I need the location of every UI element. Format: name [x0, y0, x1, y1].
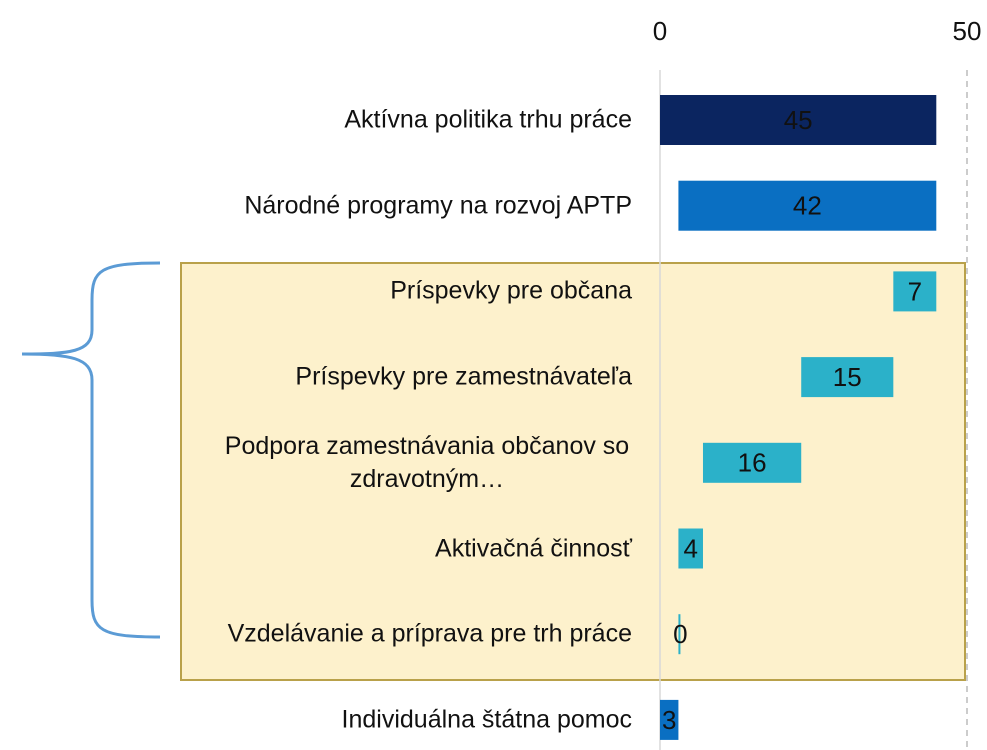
- category-label: Aktívna politika trhu práce: [192, 104, 632, 137]
- value-label: 15: [833, 362, 862, 392]
- value-label: 16: [738, 448, 767, 478]
- value-label: 45: [784, 105, 813, 135]
- category-label: Aktivačná činnosť: [192, 532, 632, 565]
- category-label: Podpora zamestnávania občanov so zdravot…: [192, 430, 632, 496]
- category-text: Aktívna politika trhu práce: [344, 105, 632, 134]
- value-label: 3: [662, 705, 676, 735]
- category-label: Vzdelávanie a príprava pre trh práce: [192, 618, 632, 651]
- category-text: Príspevky pre občana: [390, 276, 632, 305]
- bar: [893, 271, 937, 312]
- category-label: Individuálna štátna pomoc: [192, 703, 632, 736]
- bar: [678, 614, 681, 655]
- category-label: Národné programy na rozvoj APTP: [192, 189, 632, 222]
- highlight-box: [180, 262, 966, 681]
- bar: [678, 528, 703, 569]
- value-label: 4: [683, 533, 697, 563]
- category-text: Podpora zamestnávania občanov so zdravot…: [224, 431, 630, 493]
- x-tick-label: 0: [653, 16, 667, 46]
- bar: [660, 95, 937, 145]
- bar: [801, 357, 894, 398]
- value-label: 42: [793, 191, 822, 221]
- x-tick-label: 50: [953, 16, 982, 46]
- value-label: 0: [673, 619, 687, 649]
- category-text: Vzdelávanie a príprava pre trh práce: [227, 619, 632, 648]
- category-text: Národné programy na rozvoj APTP: [244, 191, 632, 220]
- category-text: Aktivačná činnosť: [435, 534, 632, 562]
- category-label: Príspevky pre občana: [192, 275, 632, 308]
- category-text: Individuálna štátna pomoc: [341, 705, 632, 734]
- value-label: 7: [908, 276, 922, 306]
- category-label: Príspevky pre zamestnávateľa: [192, 361, 632, 394]
- bar: [702, 442, 802, 483]
- bar: [660, 699, 679, 740]
- bar: [678, 180, 937, 231]
- bracket: [21, 261, 161, 639]
- category-text: Príspevky pre zamestnávateľa: [295, 362, 632, 391]
